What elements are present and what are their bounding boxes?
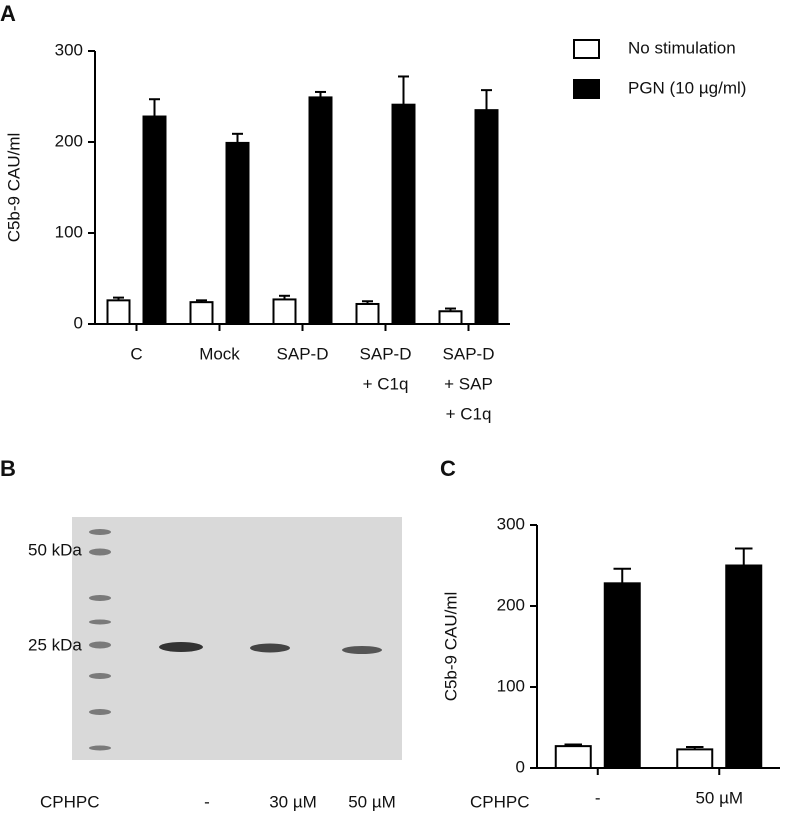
panel-label: B [0,456,16,481]
y-tick-label: 200 [55,131,83,150]
bar [142,115,167,325]
bar [603,582,641,769]
panel-label: C [440,456,456,481]
x-tick-label: C [130,344,142,363]
y-axis-label: C5b-9 CAU/ml [4,133,23,243]
bar [355,302,380,326]
lane-label: - [204,792,210,811]
marker-label: 25 kDa [28,635,82,654]
panel-label: A [0,1,16,26]
y-tick-label: 0 [516,757,525,776]
x-axis-label: CPHPC [470,792,530,811]
lane-label: 50 µM [348,792,396,811]
y-tick-label: 300 [497,514,525,533]
y-tick-label: 300 [55,40,83,59]
x-tick-label: 50 µM [695,788,743,807]
bar [308,96,333,325]
lane-label: 30 µM [269,792,317,811]
bar [725,564,763,769]
x-tick-label: SAP-D [277,344,329,363]
y-tick-label: 100 [497,676,525,695]
bar [554,745,592,770]
x-tick-label: Mock [199,344,240,363]
y-tick-label: 200 [497,595,525,614]
bar [272,298,297,325]
marker-label: 50 kDa [28,540,82,559]
legend-swatch [573,39,600,59]
bar [474,109,499,326]
legend-label: PGN (10 µg/ml) [628,78,746,97]
x-tick-label: SAP-D [360,344,412,363]
gel-image [72,517,402,760]
bar [189,301,214,326]
legend-label: No stimulation [628,38,736,57]
x-tick-label: - [595,788,601,807]
x-tick-label: SAP-D [443,344,495,363]
legend-swatch [573,79,600,99]
x-tick-label: + SAP [444,374,493,393]
x-axis-label: CPHPC [40,792,100,811]
bar [106,299,131,325]
x-tick-label: + C1q [363,374,409,393]
y-tick-label: 100 [55,222,83,241]
x-tick-label: + C1q [446,404,492,423]
bar [391,103,416,325]
y-axis-label: C5b-9 CAU/ml [441,592,460,702]
bar [676,748,714,769]
y-tick-label: 0 [74,313,83,332]
bar [438,310,463,326]
bar [225,141,250,325]
